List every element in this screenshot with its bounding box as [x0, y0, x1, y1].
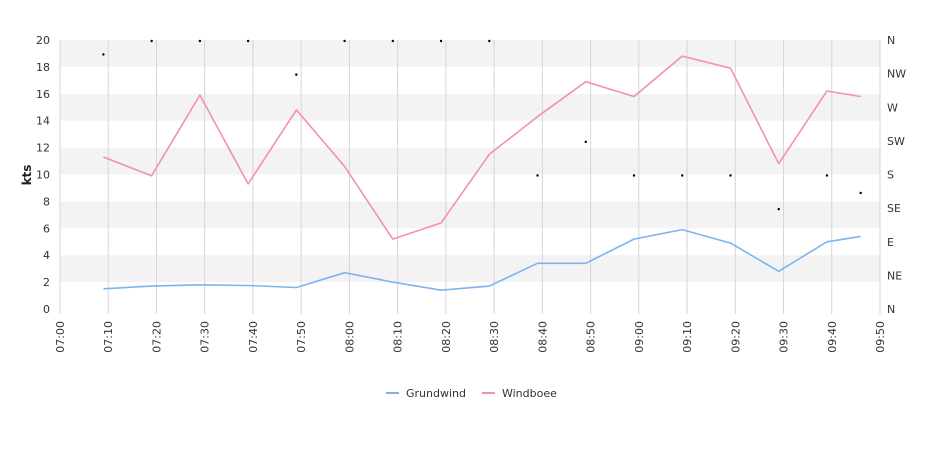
y-tick-label: 20 — [36, 34, 50, 47]
plot-band — [60, 174, 880, 202]
direction-point — [536, 174, 539, 177]
plot-band — [60, 120, 880, 148]
direction-point — [198, 39, 202, 43]
direction-point — [681, 174, 684, 177]
x-tick-label: 08:00 — [343, 321, 356, 353]
legend-label: Grundwind — [406, 387, 466, 400]
direction-point — [777, 207, 780, 211]
x-tick-label: 07:20 — [150, 321, 163, 353]
x-axis: 07:00 07:10 07:20 07:30 07:40 07:50 08:00 08:10… — [54, 321, 887, 353]
plot-band — [60, 255, 880, 283]
y-tick-label: 2 — [43, 276, 50, 289]
y2-tick-label: N — [887, 303, 895, 316]
x-tick-label: 07:30 — [199, 321, 212, 353]
direction-point — [825, 174, 829, 177]
direction-point — [859, 191, 862, 195]
plot-band — [60, 228, 880, 256]
y-axis-title: kts — [20, 165, 34, 186]
direction-point — [150, 39, 153, 43]
x-tick-label: 09:30 — [778, 321, 791, 353]
y-tick-label: 14 — [36, 115, 50, 128]
direction-point — [584, 140, 587, 144]
y2-tick-label: NW — [887, 68, 906, 81]
direction-points — [102, 39, 862, 211]
plot-band — [60, 40, 880, 67]
direction-point — [488, 39, 491, 43]
plot-band — [60, 66, 880, 94]
direction-point — [439, 39, 443, 43]
y2-tick-label: S — [887, 169, 894, 182]
direction-point — [391, 39, 395, 43]
direction-point — [295, 73, 298, 76]
x-tick-label: 09:10 — [681, 321, 694, 353]
direction-point — [102, 53, 105, 56]
x-tick-label: 07:10 — [102, 321, 115, 353]
direction-point — [729, 174, 732, 177]
y2-tick-label: SW — [887, 135, 905, 148]
y2-tick-label: NE — [887, 269, 902, 282]
x-tick-label: 07:00 — [54, 321, 67, 353]
y-tick-label: 4 — [43, 249, 50, 262]
x-tick-label: 09:00 — [633, 321, 646, 353]
plot-band — [60, 282, 880, 309]
x-tick-label: 08:40 — [536, 321, 549, 353]
y-tick-label: 10 — [36, 169, 50, 182]
y2-tick-label: N — [887, 34, 895, 47]
x-tick-label: 09:50 — [874, 321, 887, 353]
plot-band — [60, 147, 880, 175]
y-tick-label: 18 — [36, 61, 50, 74]
series-line-grundwind — [103, 228, 861, 292]
plot-bands — [60, 40, 880, 309]
direction-point — [343, 39, 346, 43]
series-line-windboee — [103, 55, 861, 240]
y2-tick-label: E — [887, 236, 894, 249]
x-tick-label: 08:50 — [585, 321, 598, 353]
x-tick-label: 09:20 — [729, 321, 742, 353]
legend-label: Windboee — [502, 387, 557, 400]
x-tick-label: 07:50 — [295, 321, 308, 353]
x-tick-label: 08:20 — [440, 321, 453, 353]
y-tick-label: 8 — [43, 195, 50, 208]
y-axis-right: N NE E SE S SW W NW N — [887, 34, 906, 316]
x-tick-label: 07:40 — [247, 321, 260, 353]
direction-point — [246, 39, 250, 43]
y-tick-label: 12 — [36, 142, 50, 155]
x-tick-label: 08:30 — [488, 321, 501, 353]
legend: Grundwind Windboee — [386, 387, 557, 400]
y2-tick-label: SE — [887, 202, 901, 215]
plot-band — [60, 93, 880, 121]
x-tick-label: 08:10 — [392, 321, 405, 353]
y-tick-label: 0 — [43, 303, 50, 316]
series-lines — [103, 55, 861, 292]
y-tick-label: 6 — [43, 222, 50, 235]
y-tick-label: 16 — [36, 88, 50, 101]
y-axis-left: 0 2 4 6 8 10 12 14 16 18 20 — [36, 34, 50, 316]
direction-point — [632, 174, 636, 177]
x-tick-label: 09:40 — [826, 321, 839, 353]
y2-tick-label: W — [887, 101, 898, 114]
plot-band — [60, 201, 880, 229]
